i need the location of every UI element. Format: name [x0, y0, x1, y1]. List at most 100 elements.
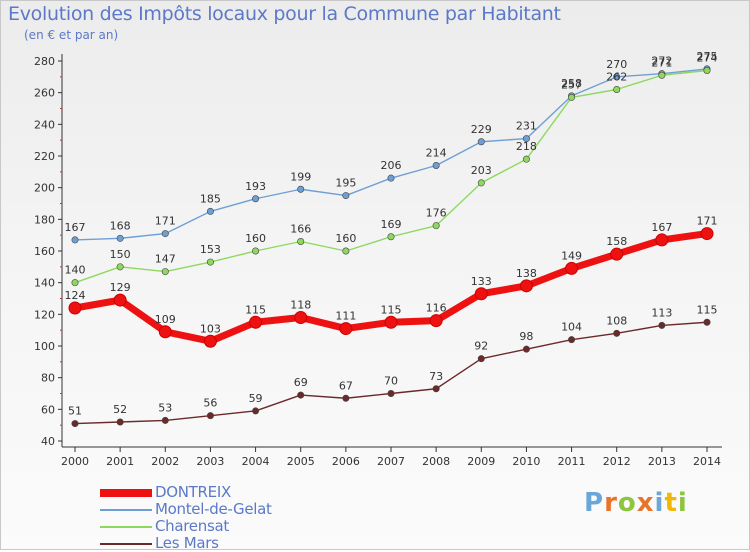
data-point	[613, 329, 621, 337]
data-point	[342, 247, 350, 255]
data-label: 124	[65, 289, 86, 302]
data-label: 115	[697, 303, 718, 316]
data-label: 231	[516, 120, 537, 133]
x-tick-label: 2007	[377, 455, 405, 468]
data-point	[655, 233, 669, 247]
data-label: 115	[381, 303, 402, 316]
data-label: 271	[651, 56, 672, 69]
data-point	[116, 418, 124, 426]
data-point	[613, 86, 621, 94]
y-tick-label: 260	[34, 87, 55, 100]
data-point	[342, 192, 350, 200]
data-point	[161, 230, 169, 238]
data-label: 138	[516, 267, 537, 280]
data-label: 160	[245, 232, 266, 245]
data-label: 52	[113, 403, 127, 416]
data-label: 108	[606, 314, 627, 327]
proxiti-logo: Proxiti	[584, 488, 688, 518]
logo-letter: i	[654, 488, 665, 518]
data-point	[206, 207, 214, 215]
data-label: 133	[471, 275, 492, 288]
y-tick-label: 40	[41, 435, 55, 448]
data-label: 56	[203, 397, 217, 410]
y-tick-label: 220	[34, 150, 55, 163]
x-tick-label: 2010	[512, 455, 540, 468]
logo-letter: x	[636, 488, 655, 518]
legend-label: Charensat	[155, 517, 229, 535]
data-label: 140	[65, 264, 86, 277]
data-point	[568, 93, 576, 101]
data-label: 229	[471, 123, 492, 136]
data-label: 92	[474, 340, 488, 353]
data-point	[477, 355, 485, 363]
y-tick-label: 100	[34, 340, 55, 353]
data-label: 59	[249, 392, 263, 405]
data-label: 111	[335, 310, 356, 323]
x-tick-label: 2004	[242, 455, 270, 468]
data-label: 218	[516, 140, 537, 153]
data-label: 214	[426, 147, 447, 160]
data-point	[522, 155, 530, 163]
data-point	[432, 385, 440, 393]
data-label: 195	[335, 177, 356, 190]
data-point	[477, 138, 485, 146]
data-label: 168	[110, 219, 131, 232]
legend-label: DONTREIX	[155, 483, 231, 501]
data-point	[387, 174, 395, 182]
data-label: 158	[606, 235, 627, 248]
data-point	[610, 247, 624, 261]
data-label: 153	[200, 243, 221, 256]
legend-swatch	[100, 543, 152, 545]
x-tick-label: 2013	[648, 455, 676, 468]
data-label: 171	[697, 215, 718, 228]
data-point	[432, 222, 440, 230]
data-point	[161, 416, 169, 424]
data-point	[703, 318, 711, 326]
data-label: 167	[65, 221, 86, 234]
y-tick-label: 140	[34, 277, 55, 290]
data-label: 70	[384, 375, 398, 388]
data-label: 53	[158, 401, 172, 414]
data-label: 270	[606, 58, 627, 71]
data-point	[658, 321, 666, 329]
data-point	[432, 162, 440, 170]
data-point	[71, 236, 79, 244]
data-point	[658, 71, 666, 79]
legend-swatch	[100, 489, 152, 497]
data-point	[522, 345, 530, 353]
data-point	[474, 287, 488, 301]
x-tick-label: 2005	[287, 455, 315, 468]
data-label: 258	[561, 77, 582, 90]
data-point	[613, 73, 621, 81]
y-tick-label: 80	[41, 372, 55, 385]
x-tick-label: 2003	[196, 455, 224, 468]
chart-subtitle: (en € et par an)	[24, 28, 119, 42]
data-point	[158, 325, 172, 339]
data-point	[387, 389, 395, 397]
x-tick-label: 2000	[61, 455, 89, 468]
data-point	[297, 238, 305, 246]
data-label: 118	[290, 299, 311, 312]
data-point	[206, 258, 214, 266]
x-tick-label: 2006	[332, 455, 360, 468]
data-label: 274	[697, 52, 718, 65]
data-label: 103	[200, 322, 221, 335]
data-point	[116, 234, 124, 242]
data-point	[387, 233, 395, 241]
data-label: 73	[429, 370, 443, 383]
legend-label: Montel-de-Gelat	[155, 500, 272, 518]
data-point	[477, 179, 485, 187]
x-tick-label: 2011	[558, 455, 586, 468]
data-point	[206, 412, 214, 420]
data-label: 160	[335, 232, 356, 245]
data-point	[252, 407, 260, 415]
data-label: 69	[294, 376, 308, 389]
data-point	[297, 391, 305, 399]
data-label: 51	[68, 405, 82, 418]
data-point	[252, 195, 260, 203]
logo-letter: i	[677, 488, 688, 518]
data-point	[297, 185, 305, 193]
x-tick-label: 2001	[106, 455, 134, 468]
